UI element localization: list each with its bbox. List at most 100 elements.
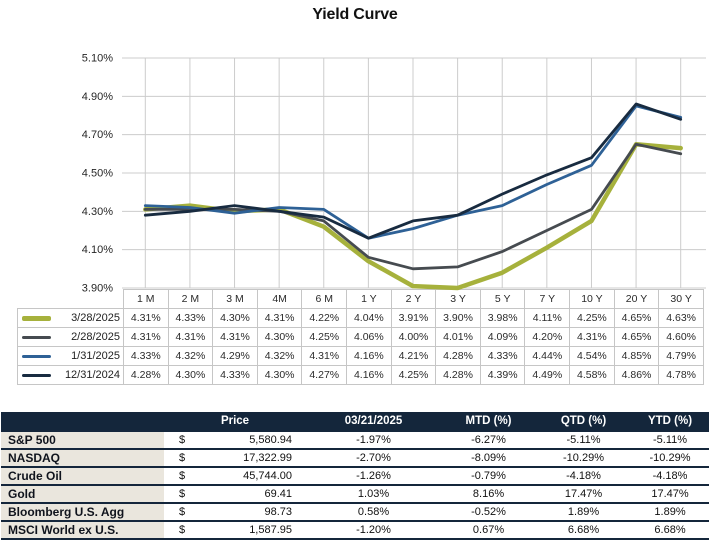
yield-value-cell: 4.32% bbox=[167, 346, 214, 366]
mtd-cell: -0.52% bbox=[441, 502, 537, 521]
yield-value-cell: 4.25% bbox=[390, 365, 437, 385]
legend-date-label: 12/31/2024 bbox=[64, 369, 120, 381]
yield-value-cell: 4.16% bbox=[346, 365, 392, 385]
legend-key-icon bbox=[22, 315, 51, 321]
yield-curve-report: Yield Curve 5.10% 4.90% 4.70% 4.50% 4.30% 4.1… bbox=[0, 4, 710, 545]
price-column-header: Price bbox=[164, 412, 307, 431]
yield-value-cell: 4.31% bbox=[123, 327, 169, 347]
qtd-column-header: QTD (%) bbox=[536, 412, 632, 431]
yield-curve-chart: 5.10% 4.90% 4.70% 4.50% 4.30% 4.10% 3.90% bbox=[0, 26, 710, 295]
ytd-cell: -5.11% bbox=[631, 430, 710, 449]
price-cell: 5,580.94 bbox=[209, 430, 307, 449]
yield-series-row: 1/31/2025 4.33% 4.32% 4.29% 4.32% 4.31% 4.16% 4… bbox=[17, 346, 704, 366]
price-cell: 45,744.00 bbox=[209, 466, 307, 485]
asset-name-cell: NASDAQ bbox=[1, 448, 164, 467]
currency-cell: $ bbox=[164, 484, 209, 503]
yield-value-cell: 4.63% bbox=[658, 308, 704, 328]
yield-value-cell: 4.11% bbox=[524, 308, 571, 328]
currency-cell: $ bbox=[164, 466, 209, 485]
yield-value-cell: 4.31% bbox=[301, 346, 348, 366]
yield-value-cell: 4.25% bbox=[569, 308, 615, 328]
yield-value-cell: 4.33% bbox=[167, 308, 214, 328]
qtd-cell: -10.29% bbox=[536, 448, 632, 467]
mtd-cell: -6.27% bbox=[441, 430, 537, 449]
yield-value-cell: 4.09% bbox=[479, 327, 526, 347]
yield-value-cell: 4.32% bbox=[256, 346, 303, 366]
ytd-cell: 1.89% bbox=[631, 502, 710, 521]
asset-name-cell: Gold bbox=[1, 484, 164, 503]
currency-cell: $ bbox=[164, 430, 209, 449]
mtd-cell: -0.79% bbox=[441, 466, 537, 485]
x-axis-label: 5 Y bbox=[479, 289, 526, 309]
y-axis-tick-label: 3.90% bbox=[82, 283, 113, 295]
market-header-row: Price 03/21/2025 MTD (%) QTD (%) YTD (%) bbox=[1, 412, 710, 431]
legend-cell: 2/28/2025 bbox=[17, 327, 124, 347]
asset-name-cell: S&P 500 bbox=[1, 430, 164, 449]
daily-change-cell: -1.20% bbox=[306, 520, 442, 540]
price-cell: 17,322.99 bbox=[209, 448, 307, 467]
mtd-cell: 8.16% bbox=[441, 484, 537, 503]
currency-cell: $ bbox=[164, 502, 209, 521]
x-axis-label: 7 Y bbox=[524, 289, 571, 309]
ytd-cell: -10.29% bbox=[631, 448, 710, 467]
yield-value-cell: 4.29% bbox=[212, 346, 258, 366]
yield-value-cell: 4.54% bbox=[569, 346, 615, 366]
legend-cell: 12/31/2024 bbox=[17, 365, 124, 385]
yield-value-cell: 4.60% bbox=[658, 327, 704, 347]
mtd-cell: 0.67% bbox=[441, 520, 537, 540]
yield-value-cell: 4.30% bbox=[212, 308, 258, 328]
series-line-3-28-2025 bbox=[143, 141, 683, 291]
market-row: NASDAQ $17,322.99 -2.70% -8.09% -10.29% -10.2… bbox=[1, 448, 710, 467]
asset-column-header bbox=[1, 412, 164, 431]
yield-value-cell: 4.33% bbox=[212, 365, 258, 385]
market-row: S&P 500 $5,580.94 -1.97% -6.27% -5.11% -5.11% bbox=[1, 430, 710, 449]
yield-value-cell: 4.20% bbox=[524, 327, 571, 347]
daily-change-cell: 0.58% bbox=[306, 502, 442, 521]
qtd-cell: 6.68% bbox=[536, 520, 632, 540]
x-axis-label: 20 Y bbox=[613, 289, 660, 309]
ytd-cell: 6.68% bbox=[631, 520, 710, 540]
asset-name-cell: Crude Oil bbox=[1, 466, 164, 485]
ytd-column-header: YTD (%) bbox=[631, 412, 710, 431]
yield-value-cell: 4.65% bbox=[613, 327, 660, 347]
x-axis-label: 3 M bbox=[212, 289, 258, 309]
y-axis-tick-label: 4.70% bbox=[82, 129, 113, 141]
asset-name-cell: Bloomberg U.S. Agg bbox=[1, 502, 164, 521]
yield-value-cell: 4.31% bbox=[256, 308, 303, 328]
legend-date-label: 2/28/2025 bbox=[71, 331, 120, 343]
yield-value-cell: 3.90% bbox=[435, 308, 481, 328]
x-axis-label: 10 Y bbox=[569, 289, 615, 309]
yield-value-cell: 4.22% bbox=[301, 308, 348, 328]
yield-value-cell: 4.33% bbox=[479, 346, 526, 366]
yield-value-cell: 4.28% bbox=[123, 365, 169, 385]
yield-value-cell: 4.85% bbox=[613, 346, 660, 366]
date-column-header: 03/21/2025 bbox=[306, 412, 442, 431]
price-cell: 98.73 bbox=[209, 502, 307, 521]
legend-date-label: 3/28/2025 bbox=[71, 312, 120, 324]
market-row: MSCI World ex U.S. $1,587.95 -1.20% 0.67% 6.… bbox=[1, 520, 710, 540]
yield-value-cell: 4.86% bbox=[613, 365, 660, 385]
yield-value-cell: 4.25% bbox=[301, 327, 348, 347]
legend-key-icon bbox=[22, 373, 51, 377]
yield-value-cell: 4.31% bbox=[123, 308, 169, 328]
yield-value-cell: 4.01% bbox=[435, 327, 481, 347]
market-row: Crude Oil $45,744.00 -1.26% -0.79% -4.18% -4.… bbox=[1, 466, 710, 485]
series-line-1-31-2025 bbox=[143, 104, 683, 240]
legend-key-icon bbox=[22, 354, 51, 358]
yield-series-row: 12/31/2024 4.28% 4.30% 4.33% 4.30% 4.27% 4.16%… bbox=[17, 365, 704, 385]
series-line-12-31-2024 bbox=[143, 102, 683, 240]
yield-value-cell: 4.28% bbox=[435, 365, 481, 385]
legend-key-icon bbox=[22, 335, 51, 339]
legend-cell: 3/28/2025 bbox=[17, 308, 124, 328]
yield-series-row: 2/28/2025 4.31% 4.31% 4.31% 4.30% 4.25% 4.06% 4… bbox=[17, 327, 704, 347]
yield-value-cell: 4.30% bbox=[256, 365, 303, 385]
yield-value-cell: 4.04% bbox=[346, 308, 392, 328]
yield-value-cell: 4.78% bbox=[658, 365, 704, 385]
y-axis-tick-label: 4.30% bbox=[82, 206, 113, 218]
x-axis-label: 4M bbox=[256, 289, 303, 309]
x-axis-label: 1 M bbox=[123, 289, 169, 309]
x-axis-label: 1 Y bbox=[346, 289, 392, 309]
mtd-cell: -8.09% bbox=[441, 448, 537, 467]
